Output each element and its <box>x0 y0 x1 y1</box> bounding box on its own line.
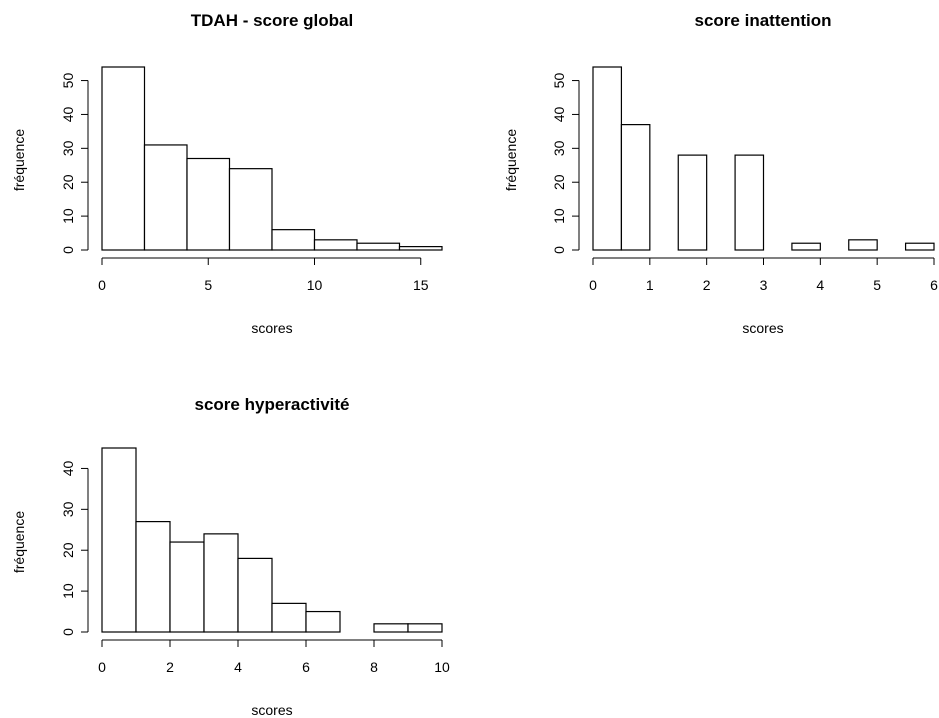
x-tick-label: 5 <box>204 277 212 293</box>
histogram-bar <box>677 154 708 251</box>
x-tick-label: 6 <box>302 659 310 675</box>
histogram-bar <box>186 157 231 251</box>
y-tick-label: 10 <box>551 208 567 224</box>
x-axis-label: scores <box>251 702 292 718</box>
histogram-bar <box>904 242 935 251</box>
histogram-bar <box>592 66 623 251</box>
histogram-bar <box>271 602 307 633</box>
y-axis-label: fréquence <box>11 511 27 573</box>
histogram-bar <box>101 66 146 251</box>
x-tick-label: 2 <box>166 659 174 675</box>
histogram-bar <box>313 239 358 251</box>
x-tick-label: 10 <box>307 277 323 293</box>
y-tick-label: 40 <box>60 460 76 476</box>
chart-title: TDAH - score global <box>191 11 353 30</box>
x-tick-label: 0 <box>589 277 597 293</box>
histogram-bar <box>237 557 273 633</box>
x-tick-label: 10 <box>434 659 450 675</box>
y-tick-label: 50 <box>60 73 76 89</box>
x-tick-label: 15 <box>413 277 429 293</box>
x-tick-label: 4 <box>816 277 824 293</box>
chart-title: score inattention <box>695 11 832 30</box>
y-axis-label: fréquence <box>11 129 27 191</box>
histogram-panel-score-global: TDAH - score global scores fréquence 0 5 1… <box>11 11 443 336</box>
y-tick-label: 40 <box>60 106 76 122</box>
x-tick-label: 8 <box>370 659 378 675</box>
histogram-panel-score-hyperactivite: score hyperactivité scores fréquence 0 2 4… <box>11 395 450 718</box>
x-tick-label: 5 <box>873 277 881 293</box>
x-tick-label: 4 <box>234 659 242 675</box>
histogram-bar <box>734 154 765 251</box>
y-tick-label: 10 <box>60 583 76 599</box>
x-tick-label: 0 <box>98 659 106 675</box>
histogram-bar <box>203 533 239 633</box>
x-tick-label: 6 <box>930 277 938 293</box>
histogram-bar <box>398 246 443 251</box>
histogram-panel-score-inattention: score inattention scores fréquence 0 1 2 3 4… <box>503 11 938 336</box>
chart-title: score hyperactivité <box>195 395 350 414</box>
y-tick-label: 10 <box>60 208 76 224</box>
x-tick-label: 2 <box>703 277 711 293</box>
histogram-bar <box>620 124 651 251</box>
x-axis-label: scores <box>742 320 783 336</box>
x-tick-label: 1 <box>646 277 654 293</box>
y-tick-label: 40 <box>551 106 567 122</box>
histogram-bar <box>848 239 878 251</box>
y-tick-label: 0 <box>551 246 567 254</box>
histogram-bar <box>101 447 137 633</box>
histogram-bar <box>373 623 409 633</box>
y-tick-label: 30 <box>60 140 76 156</box>
histogram-bar <box>791 242 821 251</box>
y-tick-label: 20 <box>60 542 76 558</box>
histogram-bar <box>228 168 273 251</box>
histogram-bar <box>143 144 188 251</box>
histogram-bar <box>271 229 316 251</box>
y-tick-label: 50 <box>551 73 567 89</box>
histogram-bar <box>356 242 401 251</box>
histogram-bar <box>407 623 443 633</box>
x-tick-label: 3 <box>760 277 768 293</box>
y-axis-label: fréquence <box>503 129 519 191</box>
histogram-bar <box>305 610 341 633</box>
y-tick-label: 20 <box>60 174 76 190</box>
y-tick-label: 0 <box>60 628 76 636</box>
histogram-bar <box>169 541 205 633</box>
x-axis-label: scores <box>251 320 292 336</box>
y-tick-label: 0 <box>60 246 76 254</box>
y-tick-label: 30 <box>551 140 567 156</box>
y-tick-label: 30 <box>60 501 76 517</box>
x-tick-label: 0 <box>98 277 106 293</box>
histogram-bar <box>135 520 171 633</box>
y-tick-label: 20 <box>551 174 567 190</box>
